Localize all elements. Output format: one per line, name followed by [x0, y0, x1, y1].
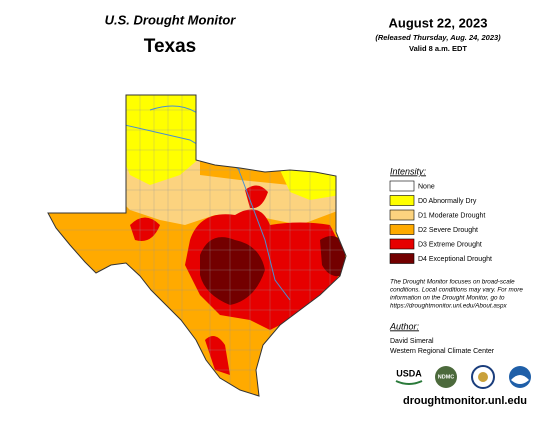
valid-time: Valid 8 a.m. EDT — [409, 44, 467, 53]
usda-logo: USDA — [396, 368, 422, 378]
map-date: August 22, 2023 — [389, 15, 488, 30]
ndmc-logo-circle — [435, 366, 457, 388]
website-url: droughtmonitor.unl.edu — [403, 395, 527, 407]
region-d3-west — [130, 217, 160, 241]
legend-swatch — [389, 238, 415, 250]
legend-label: D1 Moderate Drought — [418, 212, 485, 219]
legend-swatch — [389, 195, 415, 206]
release-date: (Released Thursday, Aug. 24, 2023) — [375, 33, 501, 42]
logos: USDA NDMC — [395, 365, 531, 389]
legend-label: D0 Abnormally Dry — [418, 198, 477, 205]
noaa-logo-bird — [511, 375, 529, 384]
state-outline — [47, 94, 347, 397]
region-d4 — [200, 237, 265, 305]
note-line: https://droughtmonitor.unl.edu/About.asp… — [390, 303, 508, 310]
legend-label: D2 Severe Drought — [418, 227, 478, 234]
region-d4-east — [320, 236, 345, 277]
author-name: David Simeral — [390, 338, 434, 345]
note-line: The Drought Monitor focuses on broad-sca… — [390, 279, 515, 286]
usda-swoosh — [395, 380, 423, 385]
legend-swatch — [389, 253, 415, 264]
legend-swatch — [389, 180, 415, 192]
legend: None D0 Abnormally Dry D1 Moderate Drought… — [389, 180, 492, 264]
legend-swatch — [389, 224, 415, 235]
legend-label: None — [418, 183, 435, 190]
county-lines — [48, 95, 346, 396]
legend-label: D3 Extreme Drought — [418, 241, 482, 248]
region-d0-south — [95, 270, 125, 300]
author-label: Author: — [389, 321, 420, 331]
ndmc-logo: NDMC — [438, 374, 455, 380]
note-line: conditions. Local conditions may vary. F… — [390, 287, 523, 294]
region-d3-south — [205, 336, 230, 375]
note-line: information on the Drought Monitor, go t… — [390, 295, 505, 302]
legend-title: Intensity: — [390, 166, 427, 176]
state-name: Texas — [144, 36, 196, 57]
map-title: U.S. Drought Monitor — [105, 12, 237, 27]
note: The Drought Monitor focuses on broad-sca… — [390, 279, 523, 310]
legend-label: D4 Exceptional Drought — [418, 256, 492, 263]
doc-logo-inner — [478, 372, 488, 382]
texas-map — [48, 95, 346, 396]
author-org: Western Regional Climate Center — [390, 348, 495, 355]
legend-swatch — [389, 209, 415, 221]
